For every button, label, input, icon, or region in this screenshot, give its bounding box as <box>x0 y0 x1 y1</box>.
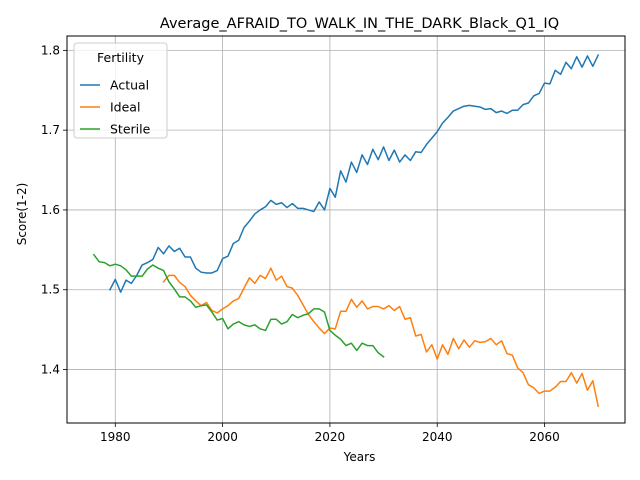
legend-label-sterile: Sterile <box>110 122 151 137</box>
x-tick-label: 2000 <box>207 430 238 444</box>
legend-label-actual: Actual <box>110 78 149 93</box>
x-tick-label: 2020 <box>315 430 346 444</box>
x-tick-label: 1980 <box>100 430 131 444</box>
x-tick-label: 2040 <box>422 430 453 444</box>
series-line-sterile <box>92 253 385 358</box>
series-line-actual <box>108 54 600 293</box>
legend-title: Fertility <box>97 50 145 65</box>
x-tick-label: 2060 <box>529 430 560 444</box>
legend-box <box>73 42 168 139</box>
axis-ticks: 1980 2000 2020 2040 2060 1.4 1.5 1.6 1.7 1.8 <box>41 43 560 444</box>
y-axis-title: Score(1-2) <box>15 183 29 246</box>
y-tick-label: 1.5 <box>41 283 60 297</box>
y-tick-label: 1.7 <box>41 123 60 137</box>
series-layer <box>92 54 600 408</box>
legend: Fertility Actual Ideal Sterile <box>73 42 168 139</box>
chart-title: Average_AFRAID_TO_WALK_IN_THE_DARK_Black… <box>160 16 559 32</box>
y-tick-label: 1.8 <box>41 43 60 57</box>
plot-frame <box>66 35 626 424</box>
series-line-ideal <box>162 267 600 408</box>
y-tick-label: 1.6 <box>41 203 60 217</box>
x-axis-title: Years <box>343 450 376 464</box>
y-tick-label: 1.4 <box>41 363 60 377</box>
legend-label-ideal: Ideal <box>110 100 140 115</box>
